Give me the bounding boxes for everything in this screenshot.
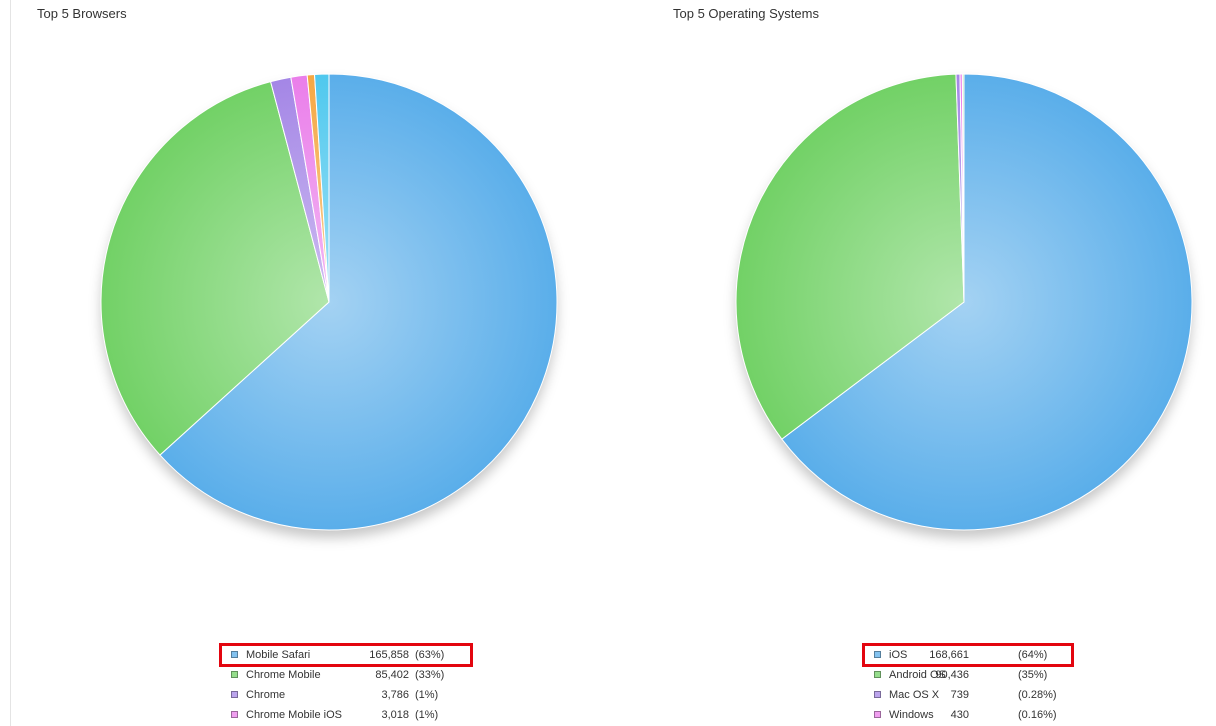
operating-systems-pie-chart bbox=[735, 73, 1193, 538]
legend-label: Windows bbox=[889, 709, 934, 721]
legend-swatch-mobile-safari bbox=[231, 651, 238, 658]
legend-label: Mac OS X bbox=[889, 689, 940, 701]
legend-swatch-windows bbox=[874, 711, 881, 718]
highlight-box bbox=[862, 643, 1074, 667]
legend-swatch-mac-os-x bbox=[874, 691, 881, 698]
browsers-panel: Top 5 Browsers Mobile Safari 165,858 (63… bbox=[10, 0, 647, 726]
legend-item-windows[interactable]: Windows 430 (0.16%) bbox=[866, 705, 1070, 725]
pie-slice-mobile-safari[interactable] bbox=[159, 73, 558, 531]
legend-percent: (1%) bbox=[415, 709, 439, 721]
pie-slice-ios[interactable] bbox=[781, 73, 1193, 531]
legend-swatch-chrome bbox=[231, 691, 238, 698]
legend-label: iOS bbox=[889, 649, 908, 661]
legend-percent: (64%) bbox=[1018, 649, 1048, 661]
legend-label: Chrome Mobile bbox=[246, 669, 321, 681]
legend-percent: (1%) bbox=[415, 689, 439, 701]
operating-systems-legend: iOS 168,661 (64%) Android OS 90,436 (35%… bbox=[862, 643, 1074, 725]
legend-item-ios[interactable]: iOS 168,661 (64%) bbox=[862, 643, 1074, 667]
legend-value: 3,018 bbox=[381, 709, 409, 721]
legend-item-mac-os-x[interactable]: Mac OS X 739 (0.28%) bbox=[866, 685, 1070, 705]
pie-slice-other-5[interactable] bbox=[313, 73, 330, 303]
legend-percent: (33%) bbox=[415, 669, 445, 681]
legend-label: Mobile Safari bbox=[246, 649, 311, 661]
browsers-pie-chart bbox=[100, 73, 558, 538]
legend-value: 90,436 bbox=[935, 669, 969, 681]
legend-percent: (35%) bbox=[1018, 669, 1048, 681]
legend-percent: (0.28%) bbox=[1018, 689, 1057, 701]
legend-item-chrome-mobile[interactable]: Chrome Mobile 85,402 (33%) bbox=[223, 665, 469, 685]
legend-item-android-os[interactable]: Android OS 90,436 (35%) bbox=[866, 665, 1070, 685]
legend-label: Chrome Mobile iOS bbox=[246, 709, 342, 721]
browsers-legend: Mobile Safari 165,858 (63%) Chrome Mobil… bbox=[219, 643, 473, 725]
legend-swatch-chrome-mobile bbox=[231, 671, 238, 678]
legend-percent: (63%) bbox=[415, 649, 445, 661]
legend-label: Android OS bbox=[889, 669, 946, 681]
legend-value: 739 bbox=[950, 689, 969, 701]
pie-slice-other-4[interactable] bbox=[961, 73, 965, 303]
legend-item-mobile-safari[interactable]: Mobile Safari 165,858 (63%) bbox=[219, 643, 473, 667]
browsers-chart-title: Top 5 Browsers bbox=[37, 6, 127, 21]
legend-value: 165,858 bbox=[369, 649, 409, 661]
legend-swatch-ios bbox=[874, 651, 881, 658]
legend-item-chrome-mobile-ios[interactable]: Chrome Mobile iOS 3,018 (1%) bbox=[223, 705, 469, 725]
legend-value: 430 bbox=[950, 709, 969, 721]
legend-percent: (0.16%) bbox=[1018, 709, 1057, 721]
legend-label: Chrome bbox=[246, 689, 286, 701]
operating-systems-panel: Top 5 Operating Systems iOS 168,661 (64%… bbox=[646, 0, 1216, 726]
pie-slice-android-os[interactable] bbox=[735, 73, 965, 440]
pie-slice-chrome-mobile[interactable] bbox=[100, 80, 330, 456]
operating-systems-chart-title: Top 5 Operating Systems bbox=[673, 6, 819, 21]
legend-swatch-chrome-mobile-ios bbox=[231, 711, 238, 718]
highlight-box bbox=[219, 643, 473, 667]
legend-value: 3,786 bbox=[381, 689, 409, 701]
legend-value: 168,661 bbox=[929, 649, 969, 661]
legend-value: 85,402 bbox=[375, 669, 409, 681]
legend-item-chrome[interactable]: Chrome 3,786 (1%) bbox=[223, 685, 469, 705]
legend-swatch-android-os bbox=[874, 671, 881, 678]
